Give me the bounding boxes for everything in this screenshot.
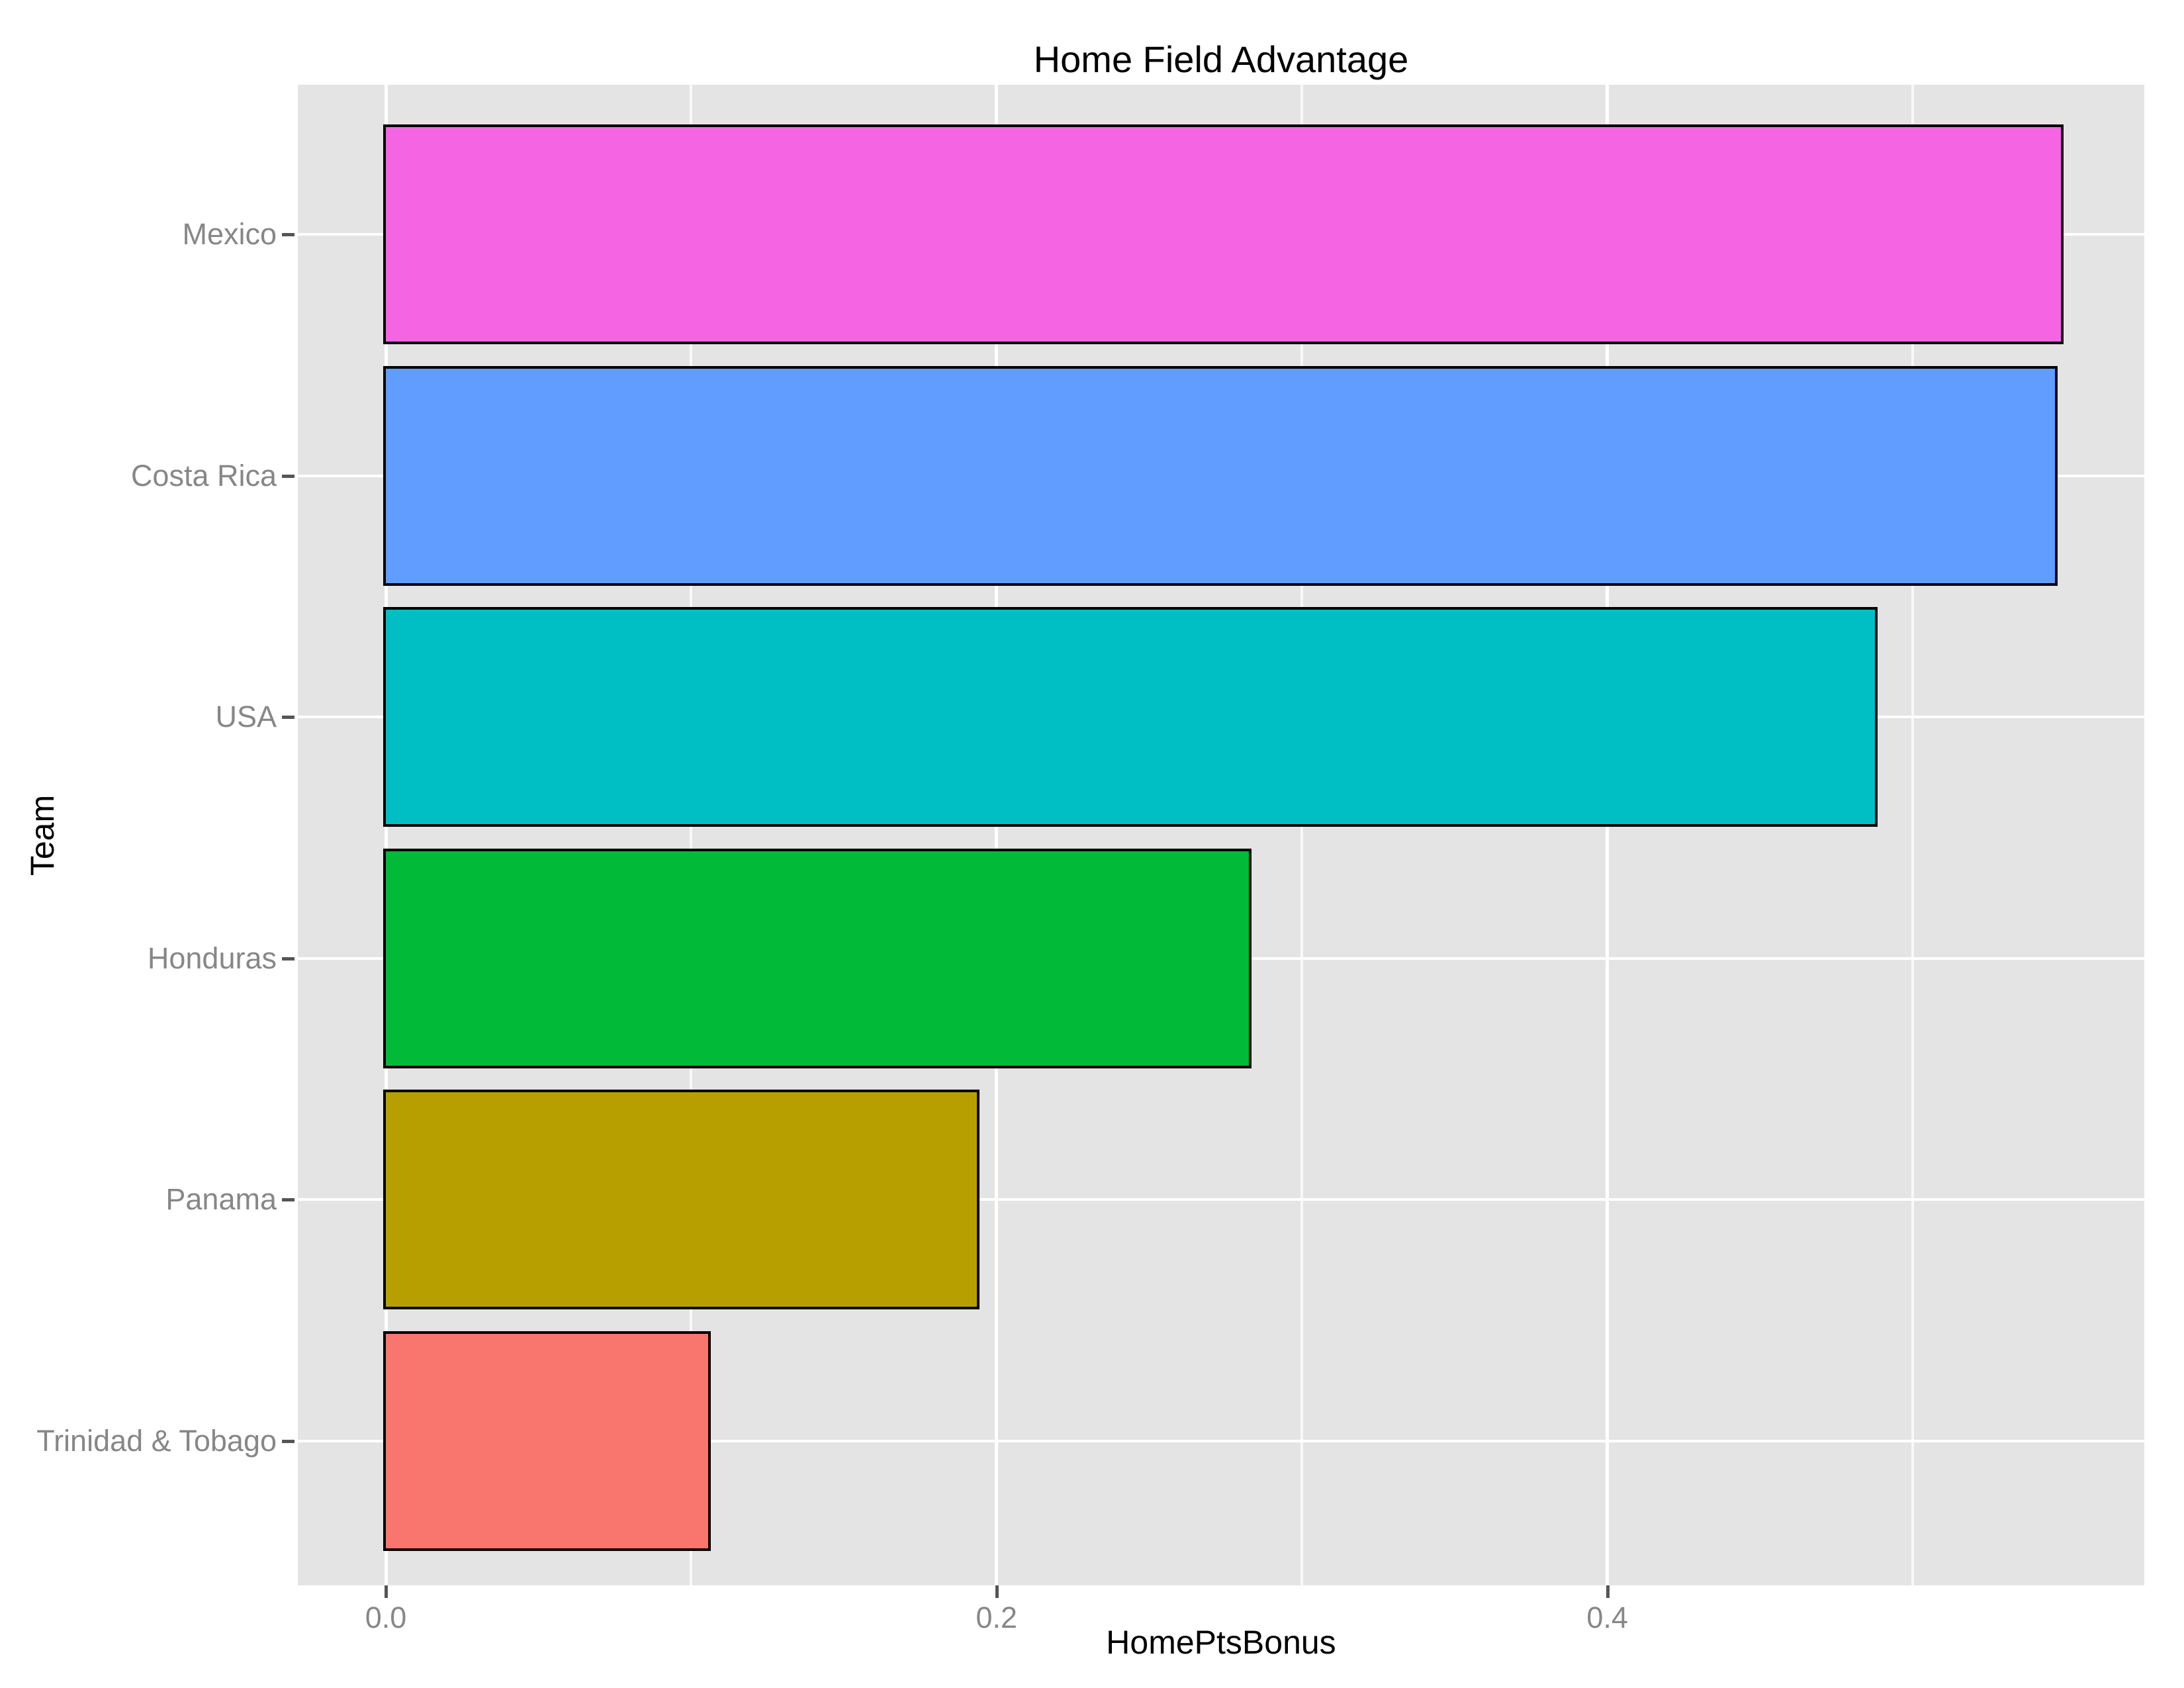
chart-title: Home Field Advantage [1033,38,1409,80]
y-tick-costa-rica [282,474,295,478]
gridline-x-major-0.2 [995,85,999,1585]
x-tick-label-0.4: 0.4 [1586,1601,1628,1634]
y-tick-label-costa-rica: Costa Rica [130,458,277,492]
gridline-x-minor-0.3 [1300,85,1304,1585]
y-tick-trinidad-tobago [282,1439,295,1443]
x-tick-0.2 [995,1585,999,1598]
gridline-y-trinidad-tobago [298,1439,2144,1442]
bar-costa-rica [383,365,2058,586]
bar-mexico [383,124,2064,344]
y-tick-label-panama: Panama [165,1182,277,1216]
y-tick-label-mexico: Mexico [182,217,277,251]
y-tick-label-trinidad-tobago: Trinidad & Tobago [36,1423,277,1458]
y-tick-label-honduras: Honduras [147,941,277,975]
bar-trinidad-tobago [383,1331,711,1551]
bar-panama [383,1090,979,1309]
x-tick-0.4 [1606,1585,1610,1598]
x-tick-0.0 [385,1585,388,1598]
x-axis-title: HomePtsBonus [1106,1624,1336,1661]
y-tick-honduras [282,957,295,961]
y-tick-label-usa: USA [215,700,277,733]
plot-panel [298,85,2144,1585]
bar-honduras [383,848,1251,1068]
gridline-x-major-0.4 [1606,85,1610,1585]
y-tick-mexico [282,233,295,236]
y-tick-usa [282,716,295,719]
gridline-x-minor-0.1 [690,85,693,1585]
x-tick-label-0.2: 0.2 [976,1601,1018,1634]
x-tick-label-0.0: 0.0 [365,1601,407,1634]
gridline-y-panama [298,1198,2144,1201]
y-tick-panama [282,1198,295,1201]
gridline-x-major-0 [384,85,388,1585]
y-axis-title: Team [24,794,61,876]
bar-usa [383,607,1878,827]
gridline-x-minor-0.5 [1911,85,1914,1585]
